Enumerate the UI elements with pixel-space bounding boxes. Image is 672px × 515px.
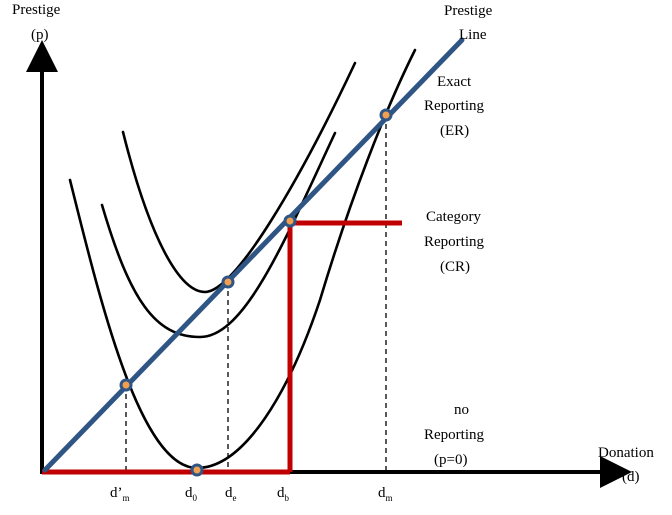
prestige-line-label-line1: Prestige [444,3,493,19]
point-de [221,275,235,289]
tick-d0: d0 [185,485,198,503]
tick-d0-base: d [185,485,193,501]
tick-d0-sub: 0 [193,493,198,503]
indifference-curve-mid [100,131,337,339]
prestige-line-label-line2: Line [459,27,487,43]
category-reporting-label-line2: Reporting [424,234,484,250]
category-reporting-label-line3: (CR) [440,259,470,275]
tick-db-base: d [277,485,285,501]
exact-reporting-label-line3: (ER) [440,123,469,139]
tick-db-sub: b [285,493,290,503]
point-dprime-m [119,378,133,392]
indifference-curve-low [68,48,417,470]
tick-dm-sub: m [386,493,393,503]
tick-dm-base: d [378,485,386,501]
no-reporting-label-line2: Reporting [424,427,484,443]
tick-dprime-m-sub: m [123,493,130,503]
tick-dm: dm [378,485,393,503]
point-dm [379,108,393,122]
x-axis-title-line2: (d) [622,469,640,485]
point-db [283,214,297,228]
category-reporting-label-line1: Category [426,209,481,225]
y-axis-title-line2: (p) [31,27,49,43]
tick-db: db [277,485,290,503]
tick-de: de [225,485,237,503]
tick-de-sub: e [233,493,237,503]
exact-reporting-label-line1: Exact [437,74,472,90]
exact-reporting-label-line2: Reporting [424,98,484,114]
y-axis-title-line1: Prestige [12,2,61,18]
tick-de-base: d [225,485,233,501]
no-reporting-label-line1: no [454,402,469,418]
indifference-curve-high [121,61,357,294]
x-axis-title-line1: Donation [598,445,654,461]
point-d0 [190,463,204,477]
tick-dprime-m-base: d’ [110,485,123,501]
tick-dprime-m: d’m [110,485,130,503]
prestige-line [42,37,465,473]
no-reporting-label-line3: (p=0) [434,452,467,468]
